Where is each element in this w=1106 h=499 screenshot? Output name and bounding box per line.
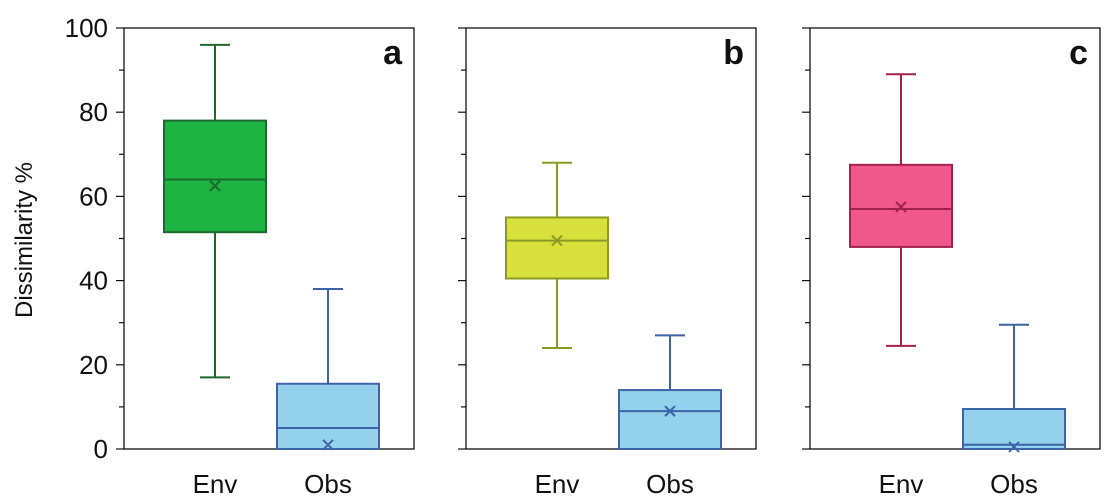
- box-iqr: [962, 408, 1066, 451]
- mean-marker: [322, 439, 334, 451]
- mean-marker-stroke: [664, 405, 676, 417]
- y-tick-label: 60: [79, 181, 108, 211]
- panel-letter: c: [1069, 34, 1088, 72]
- box-c-obs: [962, 323, 1066, 453]
- y-tick-label: 0: [94, 434, 108, 464]
- x-category-label: Obs: [304, 469, 352, 499]
- y-tick-label: 80: [79, 97, 108, 127]
- y-axis-title: Dissimilarity %: [11, 162, 38, 318]
- x-category-label: Obs: [990, 469, 1038, 499]
- box-iqr: [505, 216, 609, 280]
- box-a-obs: [276, 288, 380, 451]
- box-iqr: [276, 382, 380, 450]
- x-category-label: Env: [535, 469, 580, 499]
- x-category-label: Obs: [646, 469, 694, 499]
- mean-marker: [209, 180, 221, 192]
- box-a-env: [163, 43, 267, 379]
- y-tick-label: 100: [65, 13, 108, 43]
- panel-c: c Env Obs: [802, 27, 1101, 499]
- x-category-label: Env: [193, 469, 238, 499]
- box-b-env: [505, 161, 609, 349]
- mean-marker: [895, 201, 907, 213]
- mean-marker-stroke: [209, 180, 221, 192]
- box-c-env: [849, 73, 953, 347]
- x-category-label: Env: [879, 469, 924, 499]
- mean-marker: [551, 234, 563, 247]
- mean-marker-stroke: [551, 234, 563, 247]
- box-iqr: [618, 389, 722, 450]
- panel-letter: b: [723, 34, 744, 72]
- mean-marker: [1008, 441, 1020, 453]
- mean-marker-stroke: [322, 439, 334, 451]
- mean-marker-stroke: [1008, 441, 1020, 453]
- mean-marker-stroke: [895, 201, 907, 213]
- panel-letter: a: [383, 34, 403, 72]
- box-b-obs: [618, 334, 722, 450]
- y-tick-label: 40: [79, 266, 108, 296]
- mean-marker: [664, 405, 676, 417]
- panel-b: b Env Obs: [458, 27, 757, 499]
- panel-a: 0 20 40 60 80 100 a Env Obs: [65, 13, 415, 499]
- y-tick-label: 20: [79, 350, 108, 380]
- box-iqr: [163, 119, 267, 234]
